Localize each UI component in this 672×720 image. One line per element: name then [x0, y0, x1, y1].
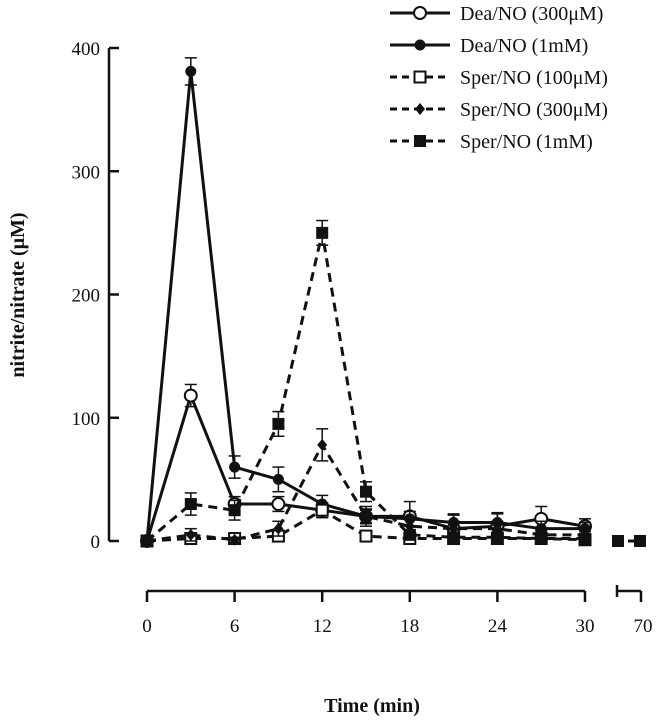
data-point: [535, 523, 547, 535]
x-tick-label: 70: [634, 616, 653, 637]
legend-marker: [413, 6, 427, 20]
legend: Dea/NO (300μM) Dea/NO (1mM) Sper/NO (100μM…: [390, 3, 608, 153]
data-point: [359, 529, 373, 543]
data-point: [185, 65, 197, 77]
legend-label: Sper/NO (100μM): [460, 67, 608, 89]
x-tick-label: 24: [488, 616, 508, 637]
legend-entry-3: Sper/NO (100μM): [390, 67, 608, 89]
x-axis-title: Time (min): [324, 695, 420, 717]
data-point: [184, 498, 197, 511]
x-tick-label: 6: [230, 616, 240, 637]
legend-label: Dea/NO (300μM): [460, 3, 603, 25]
legend-marker: [414, 135, 426, 147]
data-point: [316, 226, 329, 239]
legend-marker: [413, 70, 427, 84]
x-axis: 0 6 12 18 24 30 70: [142, 585, 653, 637]
x-tick-label: 18: [400, 616, 419, 637]
y-axis: 0 100 200 300 400: [72, 39, 119, 553]
y-tick-label: 0: [91, 532, 101, 553]
late-data-point: [612, 535, 624, 547]
data-point: [273, 522, 284, 535]
y-tick-label: 400: [72, 39, 101, 60]
x-tick-label: 12: [313, 616, 332, 637]
legend-label: Sper/NO (300μM): [460, 99, 608, 121]
x-tick-label: 0: [142, 616, 152, 637]
y-tick-label: 200: [72, 286, 101, 307]
y-tick-label: 100: [72, 409, 101, 430]
data-point: [141, 535, 153, 547]
data-point: [403, 528, 416, 541]
legend-entry-2: Dea/NO (1mM): [390, 35, 588, 57]
legend-entry-1: Dea/NO (300μM): [390, 3, 603, 25]
y-tick-label: 300: [72, 162, 101, 183]
legend-marker: [414, 39, 426, 51]
data-point: [185, 528, 196, 541]
series-layer: [140, 57, 646, 548]
data-point: [360, 485, 372, 498]
data-point: [272, 473, 284, 485]
data-point: [491, 531, 504, 544]
data-point: [229, 533, 240, 546]
data-point: [271, 497, 286, 512]
data-point: [228, 504, 241, 517]
data-point: [315, 503, 329, 517]
legend-label: Sper/NO (1mM): [460, 131, 593, 153]
legend-marker: [415, 103, 425, 115]
data-point: [447, 531, 460, 544]
legend-entry-4: Sper/NO (300μM): [390, 99, 608, 121]
data-point: [229, 461, 241, 473]
legend-entry-5: Sper/NO (1mM): [390, 131, 593, 153]
data-point: [317, 438, 328, 451]
data-point: [535, 532, 548, 545]
series-5: [141, 219, 646, 547]
late-data-point: [634, 535, 646, 547]
data-point: [361, 510, 371, 523]
y-axis-title: nitrite/nitrate (μM): [7, 212, 29, 377]
x-tick-label: 30: [576, 616, 595, 637]
data-point: [579, 532, 591, 545]
legend-label: Dea/NO (1mM): [460, 35, 588, 57]
data-point: [183, 388, 198, 403]
data-point: [272, 417, 285, 430]
